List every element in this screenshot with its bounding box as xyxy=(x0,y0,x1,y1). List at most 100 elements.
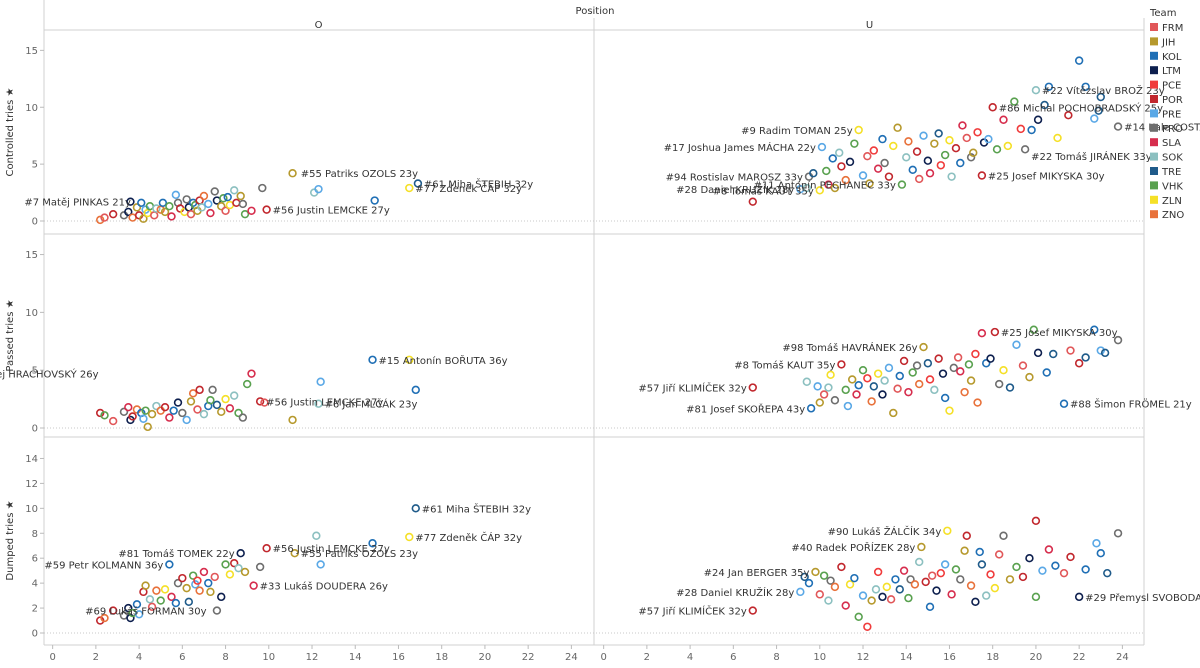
data-point xyxy=(850,139,859,148)
data-point xyxy=(134,610,144,619)
data-point xyxy=(217,592,226,602)
y-tick-label: 0 xyxy=(32,217,38,228)
data-point xyxy=(240,567,250,577)
data-point xyxy=(411,504,420,513)
data-point xyxy=(841,385,850,395)
data-point xyxy=(206,587,215,597)
x-tick-label: 4 xyxy=(687,652,693,663)
y-tick-label: 4 xyxy=(32,579,38,590)
x-tick-label: 4 xyxy=(136,652,142,663)
data-point xyxy=(923,359,933,368)
y-tick-label: 15 xyxy=(25,250,38,261)
legend-swatch xyxy=(1150,109,1158,118)
data-point xyxy=(826,370,835,380)
data-point xyxy=(171,598,181,608)
point-annotation: #55 Patriks OZOLS 23y xyxy=(301,549,418,560)
data-point xyxy=(748,383,757,392)
data-point xyxy=(940,150,950,160)
data-point xyxy=(1005,383,1015,392)
data-point xyxy=(119,407,129,417)
data-point xyxy=(1096,346,1105,355)
data-point xyxy=(186,397,196,406)
y-tick-label: 14 xyxy=(25,454,38,465)
data-point xyxy=(152,586,161,595)
data-point xyxy=(845,157,855,167)
legend-label: SOK xyxy=(1162,153,1183,164)
data-point xyxy=(921,577,930,587)
legend-label: LTM xyxy=(1162,66,1181,77)
data-point xyxy=(212,400,222,410)
data-point xyxy=(830,582,840,592)
point-annotation: #25 Josef MIKYSKA 30y xyxy=(1001,328,1118,339)
data-point xyxy=(160,402,170,412)
point-annotation: #90 Lukáš ŽÁLČÍK 34y xyxy=(828,525,942,538)
data-point xyxy=(413,179,423,188)
point-annotation: #61 Miha ŠTEBIH 32y xyxy=(422,502,531,515)
data-point xyxy=(858,171,868,180)
data-point xyxy=(897,180,907,189)
data-point xyxy=(982,591,991,600)
data-point xyxy=(1074,56,1084,65)
data-point xyxy=(141,406,150,415)
data-point xyxy=(994,550,1004,559)
data-point xyxy=(126,197,135,206)
point-annotation: #24 Jan BERGER 35y xyxy=(704,568,810,579)
y-tick-label: 10 xyxy=(25,103,38,114)
data-point xyxy=(242,379,252,389)
legend-swatch xyxy=(1150,80,1158,89)
data-point xyxy=(1029,325,1038,334)
data-point xyxy=(858,365,868,375)
point-annotation: #88 Šimon FRÖMEL 21y xyxy=(1070,398,1192,411)
data-point xyxy=(945,406,954,415)
y-tick-label: 10 xyxy=(25,308,38,319)
data-point xyxy=(165,560,174,569)
data-point xyxy=(960,387,969,397)
data-point xyxy=(953,353,963,362)
y-tick-label: 5 xyxy=(32,160,38,171)
data-point xyxy=(173,578,183,588)
data-point xyxy=(139,414,148,423)
data-point xyxy=(221,560,230,569)
point-annotation: #8 Tomáš KAUT 35y xyxy=(734,359,835,371)
data-point xyxy=(915,379,924,389)
data-point xyxy=(830,183,840,193)
x-tick-label: 12 xyxy=(306,652,319,663)
data-point xyxy=(1066,346,1075,355)
data-point xyxy=(160,207,170,217)
data-point xyxy=(962,531,971,540)
legend-swatch xyxy=(1150,167,1158,175)
data-point xyxy=(204,199,213,209)
data-point xyxy=(1059,568,1069,578)
point-annotation: #6 Jan MLČÁK 23y xyxy=(325,398,418,411)
data-point xyxy=(1059,399,1069,408)
data-point xyxy=(290,549,299,558)
data-point xyxy=(912,361,922,370)
data-point xyxy=(925,169,935,178)
data-point xyxy=(878,592,887,602)
data-point xyxy=(845,580,855,589)
legend-swatch xyxy=(1150,123,1158,132)
data-point xyxy=(802,183,812,193)
data-point xyxy=(145,595,155,604)
legend-label: ZLN xyxy=(1162,196,1182,207)
data-point xyxy=(999,365,1008,375)
legend-label: KOL xyxy=(1162,52,1182,63)
legend-label: TRE xyxy=(1161,167,1181,178)
data-point xyxy=(124,402,133,412)
data-point xyxy=(124,603,133,613)
data-point xyxy=(867,397,876,406)
point-annotation: #57 Jiří KLIMÍČEK 32y xyxy=(638,382,746,395)
data-point xyxy=(848,375,857,384)
y-tick-label: 0 xyxy=(32,629,38,640)
data-point xyxy=(95,408,105,418)
point-annotation: #33 Lukáš DOUDERA 26y xyxy=(260,581,388,593)
data-point xyxy=(141,581,150,590)
data-point xyxy=(182,415,191,425)
data-point xyxy=(1113,122,1123,131)
data-point xyxy=(1042,368,1051,377)
x-tick-label: 8 xyxy=(773,652,779,663)
data-point xyxy=(908,368,917,377)
x-tick-label: 0 xyxy=(49,652,55,663)
data-point xyxy=(217,202,226,211)
point-annotation: #25 Josef MIKYSKA 30y xyxy=(988,172,1105,183)
